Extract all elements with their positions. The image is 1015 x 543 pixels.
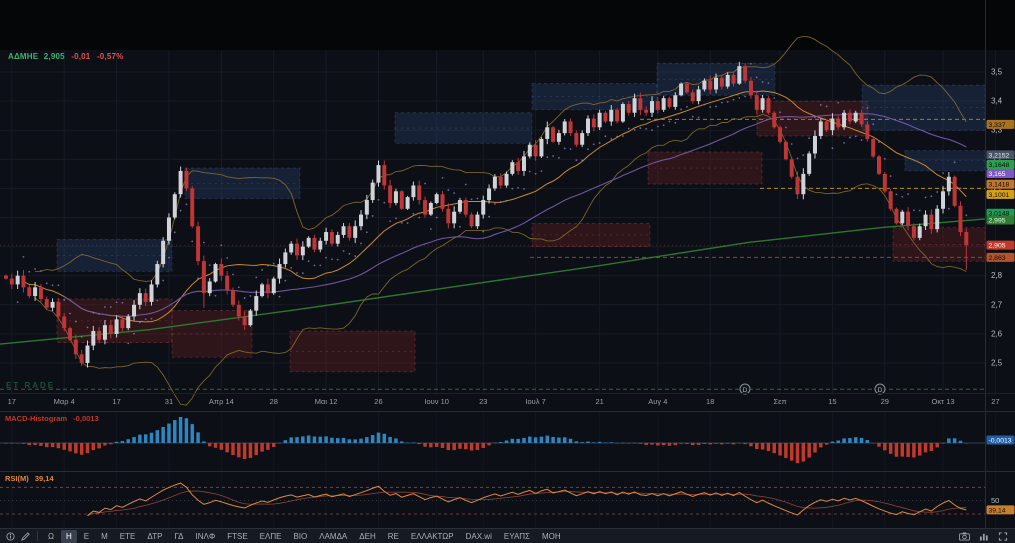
toolbar-button-ΔΕΗ[interactable]: ΔΕΗ [354, 530, 380, 543]
bollinger-lower-band [34, 113, 967, 406]
svg-text:3,2152: 3,2152 [989, 152, 1010, 159]
demand-zone [647, 151, 763, 185]
svg-text:Αυγ 4: Αυγ 4 [648, 397, 667, 406]
svg-text:3,1001: 3,1001 [989, 192, 1010, 199]
grid-lines [0, 50, 996, 528]
svg-text:17: 17 [8, 397, 16, 406]
demand-zone [171, 310, 253, 358]
supply-zone [394, 112, 533, 144]
svg-text:Οκτ 13: Οκτ 13 [932, 397, 955, 406]
date-axis[interactable]: 17 Μαρ 4 17 31 Απρ 14 28 Μαι 12 26 Ιουν 10 23 Ιουλ… [8, 397, 1000, 406]
toolbar-button-FTSE[interactable]: FTSE [222, 530, 252, 543]
svg-text:2,8: 2,8 [991, 271, 1003, 280]
svg-text:28: 28 [270, 397, 278, 406]
svg-text:2,5: 2,5 [991, 359, 1003, 368]
svg-text:Ιουλ 7: Ιουλ 7 [525, 397, 545, 406]
svg-text:31: 31 [165, 397, 173, 406]
toolbar-button-Ε[interactable]: Ε [79, 530, 94, 543]
svg-text:21: 21 [595, 397, 603, 406]
svg-text:3,337: 3,337 [989, 122, 1006, 129]
toolbar-button-ΓΔ[interactable]: ΓΔ [169, 530, 188, 543]
price-axis-badges: 3,337 3,2152 3,1648 3,165 3,1418 3,1001 3,0148… [986, 119, 1015, 515]
toolbar-button-ΕΛΛΑΚΤΩΡ[interactable]: ΕΛΛΑΚΤΩΡ [406, 530, 459, 543]
long-term-ma-line [0, 218, 986, 345]
supply-zone [56, 238, 173, 272]
toolbar-divider [37, 531, 38, 541]
svg-text:27: 27 [991, 397, 999, 406]
toolbar-button-ΕΥΑΠΣ[interactable]: ΕΥΑΠΣ [499, 530, 535, 543]
svg-text:3,0148: 3,0148 [989, 211, 1010, 218]
toolbar-button-RE[interactable]: RE [383, 530, 404, 543]
camera-snapshot-icon[interactable] [958, 530, 971, 543]
svg-text:2,863: 2,863 [989, 255, 1006, 262]
toolbar-button-ΙΝΛΦ[interactable]: ΙΝΛΦ [190, 530, 220, 543]
toolbar-button-strip: Ω Η Ε Μ ΕΤΕ ΔΤΡ ΓΔ ΙΝΛΦ FTSE ΕΛΠΕ ΒΙΟ ΛΑΜΔΑ ΔΕΗ RE ΕΛΛ… [43, 529, 956, 543]
demand-zone [531, 222, 651, 247]
candlesticks [4, 61, 969, 368]
svg-text:3,1648: 3,1648 [989, 162, 1010, 169]
svg-text:D: D [743, 387, 748, 394]
svg-text:50: 50 [991, 496, 999, 505]
histogram-icon[interactable] [977, 530, 990, 543]
svg-text:39,14: 39,14 [989, 507, 1006, 514]
info-icon[interactable] [4, 530, 17, 543]
demand-zone [289, 330, 416, 373]
toolbar-right-icons [958, 530, 1011, 543]
supply-demand-zones [56, 62, 986, 373]
svg-text:2,7: 2,7 [991, 300, 1003, 309]
toolbar-button-DAX.wi[interactable]: DAX.wi [461, 530, 497, 543]
svg-text:Μαι 12: Μαι 12 [315, 397, 338, 406]
svg-text:Σεπ: Σεπ [773, 397, 786, 406]
svg-text:Ιουν 10: Ιουν 10 [424, 397, 449, 406]
toolbar-button-ΜΟΗ[interactable]: ΜΟΗ [537, 530, 566, 543]
svg-text:3,4: 3,4 [991, 97, 1003, 106]
top-strip [0, 0, 1015, 50]
svg-text:3,3: 3,3 [991, 126, 1003, 135]
toolbar-button-Μ[interactable]: Μ [96, 530, 113, 543]
svg-text:3,1418: 3,1418 [989, 182, 1010, 189]
draw-pencil-icon[interactable] [19, 530, 32, 543]
svg-text:3,165: 3,165 [989, 171, 1006, 178]
svg-text:Απρ 14: Απρ 14 [209, 397, 234, 406]
bottom-toolbar: Ω Η Ε Μ ΕΤΕ ΔΤΡ ΓΔ ΙΝΛΦ FTSE ΕΛΠΕ ΒΙΟ ΛΑΜΔΑ ΔΕΗ RE ΕΛΛ… [0, 528, 1015, 543]
svg-text:Μαρ 4: Μαρ 4 [54, 397, 75, 406]
toolbar-button-ΕΤΕ[interactable]: ΕΤΕ [115, 530, 141, 543]
toolbar-button-ΒΙΟ[interactable]: ΒΙΟ [288, 530, 312, 543]
expand-fullscreen-icon[interactable] [996, 530, 1009, 543]
svg-text:2,905: 2,905 [989, 243, 1006, 250]
svg-text:2,995: 2,995 [989, 217, 1006, 224]
toolbar-button-Η[interactable]: Η [60, 529, 77, 543]
toolbar-button-Ω[interactable]: Ω [43, 530, 59, 543]
supply-zone [861, 84, 986, 131]
toolbar-button-ΕΛΠΕ[interactable]: ΕΛΠΕ [255, 530, 287, 543]
toolbar-button-ΛΑΜΔΑ[interactable]: ΛΑΜΔΑ [314, 530, 352, 543]
rsi-plot [0, 482, 985, 517]
svg-text:18: 18 [706, 397, 714, 406]
svg-text:15: 15 [828, 397, 836, 406]
svg-text:3,5: 3,5 [991, 68, 1003, 77]
svg-text:23: 23 [479, 397, 487, 406]
macd-histogram [0, 417, 985, 464]
sma50-line [63, 113, 967, 317]
demand-zone [892, 227, 986, 262]
svg-text:17: 17 [112, 397, 120, 406]
svg-text:26: 26 [374, 397, 382, 406]
svg-text:D: D [878, 387, 883, 394]
toolbar-button-ΔΤΡ[interactable]: ΔΤΡ [142, 530, 167, 543]
svg-text:-0,0013: -0,0013 [989, 438, 1012, 445]
svg-text:2,6: 2,6 [991, 329, 1003, 338]
svg-text:29: 29 [881, 397, 889, 406]
psar-dots [16, 62, 968, 345]
